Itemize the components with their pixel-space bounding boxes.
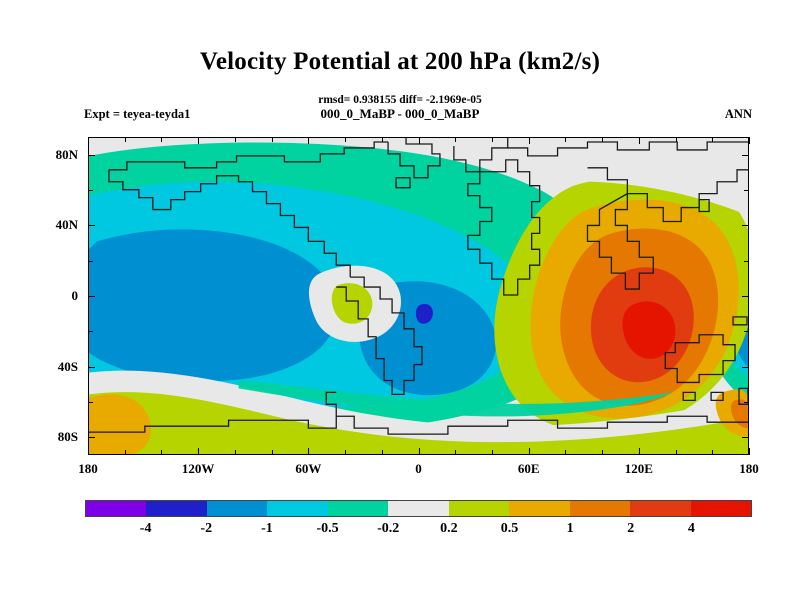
x-axis-tick: [161, 137, 163, 142]
y-axis-tick: [742, 437, 749, 439]
y-axis-tick: [88, 402, 93, 403]
y-axis-label: 0: [71, 288, 79, 303]
x-axis-tick: [491, 450, 493, 455]
y-axis-tick: [88, 331, 93, 333]
statistics-line: rmsd= 0.938155 diff= -2.1969e-05: [318, 94, 482, 106]
x-axis-tick: [271, 450, 273, 455]
colorbar-cell[interactable]: [388, 501, 449, 516]
x-axis-tick: [749, 448, 750, 455]
case-difference-line: 000_0_MaBP - 000_0_MaBP: [320, 106, 480, 121]
map-plot-area: [88, 137, 749, 455]
colorbar-tick-label: 0.2: [440, 521, 458, 536]
x-axis-tick: [198, 448, 200, 455]
x-axis-tick: [198, 137, 200, 144]
x-axis-tick: [234, 450, 236, 455]
y-axis-label: 40S: [57, 358, 78, 374]
page-title: Velocity Potential at 200 hPa (km2/s): [199, 48, 601, 75]
x-axis-tick: [638, 448, 640, 455]
x-axis-tick: [712, 137, 714, 142]
x-axis-label: 120E: [624, 461, 653, 476]
y-axis-label: 80S: [57, 429, 78, 445]
contour-fill-layer: [89, 138, 748, 454]
x-axis-tick: [88, 448, 89, 455]
x-axis-tick: [308, 448, 310, 455]
colorbar-cell[interactable]: [206, 501, 268, 516]
experiment-label: Expt = teyea-teyda1: [84, 107, 191, 121]
y-axis-label: 80N: [55, 146, 78, 162]
x-axis-tick: [565, 137, 567, 142]
x-axis-tick: [675, 450, 677, 455]
y-axis-label: 40N: [55, 217, 78, 233]
colorbar[interactable]: [85, 500, 752, 517]
y-axis-tick: [744, 190, 749, 191]
x-axis-tick: [418, 448, 420, 455]
colorbar-tick-label: -0.2: [377, 521, 400, 536]
y-axis-tick: [742, 366, 749, 368]
x-axis-tick: [602, 450, 604, 455]
colorbar-cell[interactable]: [86, 501, 147, 516]
y-axis-tick: [88, 260, 93, 262]
colorbar-cell[interactable]: [509, 501, 570, 516]
x-axis-tick: [345, 450, 347, 455]
y-axis-tick: [88, 366, 95, 368]
colorbar-cell[interactable]: [630, 501, 691, 516]
x-axis-label: 180: [739, 461, 759, 476]
colorbar-tick-label: 1: [566, 521, 574, 536]
x-axis-tick: [124, 450, 126, 455]
x-axis-tick: [491, 137, 493, 142]
x-axis-tick: [712, 450, 714, 455]
colorbar-cell[interactable]: [327, 501, 389, 516]
x-axis-tick: [675, 137, 677, 142]
y-axis-tick: [88, 225, 95, 227]
coastline-layer: [89, 138, 748, 435]
y-axis-tick: [88, 437, 95, 439]
colorbar-cell[interactable]: [690, 501, 751, 516]
y-axis-tick: [744, 402, 749, 403]
x-axis-tick: [749, 137, 750, 144]
x-axis-tick: [638, 137, 640, 144]
colorbar-tick-label: -2: [200, 521, 213, 536]
colorbar-tick-label: -0.5: [316, 521, 339, 536]
y-axis-tick: [88, 190, 93, 191]
colorbar-tick-label: 4: [687, 521, 695, 536]
x-axis-label: 180: [78, 461, 98, 476]
y-axis-tick: [744, 331, 749, 333]
x-axis-tick: [345, 137, 347, 142]
x-axis-tick: [124, 137, 126, 142]
x-axis-tick: [308, 137, 310, 144]
x-axis-tick: [161, 450, 163, 455]
colorbar-tick-label: -1: [261, 521, 273, 536]
colorbar-cell[interactable]: [448, 501, 510, 516]
season-label: ANN: [724, 107, 752, 121]
colorbar-cell[interactable]: [569, 501, 631, 516]
y-axis-tick: [742, 296, 749, 297]
x-axis-label: 0: [415, 461, 422, 476]
y-axis-tick: [742, 225, 749, 227]
x-axis-tick: [602, 137, 604, 142]
x-axis-tick: [234, 137, 236, 142]
x-axis-tick: [528, 448, 530, 455]
x-axis-tick: [381, 137, 383, 142]
x-axis-label: 120W: [181, 461, 215, 476]
x-axis-tick: [528, 137, 530, 144]
y-axis-tick: [744, 260, 749, 262]
x-axis-label: 60E: [517, 461, 540, 476]
x-axis-tick: [88, 137, 89, 144]
x-axis-tick: [418, 137, 420, 144]
x-axis-tick: [455, 450, 457, 455]
x-axis-label: 60W: [295, 461, 322, 476]
y-axis-tick: [88, 296, 95, 297]
y-axis-tick: [88, 154, 95, 156]
y-axis-tick: [742, 154, 749, 156]
x-axis-tick: [455, 137, 457, 142]
x-axis-tick: [381, 450, 383, 455]
colorbar-tick-label: 2: [627, 521, 635, 536]
x-axis-tick: [271, 137, 273, 142]
x-axis-tick: [565, 450, 567, 455]
colorbar-tick-label: -4: [139, 521, 152, 536]
colorbar-cell[interactable]: [267, 501, 328, 516]
colorbar-cell[interactable]: [146, 501, 207, 516]
colorbar-tick-label: 0.5: [500, 521, 519, 536]
